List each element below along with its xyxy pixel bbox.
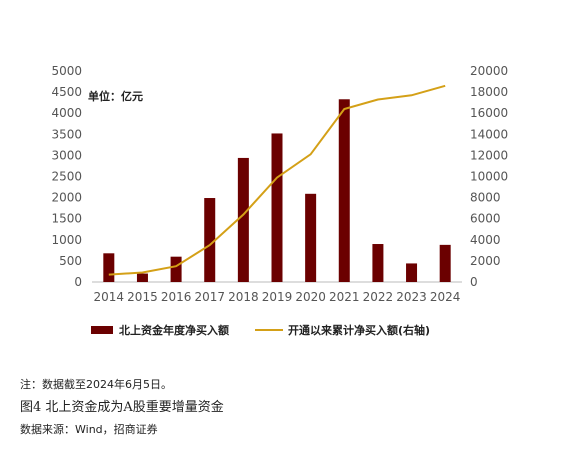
- right-tick-label: 0: [470, 275, 478, 289]
- bar: [170, 256, 182, 282]
- right-tick-label: 20000: [470, 64, 508, 78]
- x-tick-label: 2015: [127, 290, 158, 304]
- x-tick-label: 2021: [329, 290, 360, 304]
- x-tick-label: 2017: [194, 290, 225, 304]
- bar: [136, 273, 148, 282]
- x-tick-label: 2023: [396, 290, 427, 304]
- left-axis-ticks: 0 500 1000 1500 2000 2500 3000 3500 4000 4500 5000: [51, 64, 82, 289]
- legend-bar-label: 北上资金年度净买入额: [119, 323, 229, 337]
- left-tick-label: 1000: [51, 233, 82, 247]
- x-tick-label: 2020: [295, 290, 326, 304]
- left-tick-label: 4000: [51, 106, 82, 120]
- right-axis-ticks: 0 2000 4000 6000 8000 10000 12000 14000 16000 180…: [470, 64, 508, 289]
- x-tick-label: 2022: [363, 290, 394, 304]
- x-tick-label: 2016: [161, 290, 192, 304]
- bar: [305, 193, 317, 282]
- x-tick-label: 2014: [94, 290, 125, 304]
- legend-line-label: 开通以来累计净买入额(右轴): [288, 323, 430, 337]
- left-tick-label: 5000: [51, 64, 82, 78]
- x-tick-label: 2018: [228, 290, 259, 304]
- right-tick-label: 10000: [470, 170, 508, 184]
- left-tick-label: 3000: [51, 148, 82, 162]
- bar: [372, 244, 384, 282]
- right-tick-label: 2000: [470, 254, 501, 268]
- x-tick-label: 2024: [430, 290, 461, 304]
- right-tick-label: 8000: [470, 191, 501, 205]
- right-tick-label: 4000: [470, 233, 501, 247]
- bar: [338, 99, 350, 282]
- bar: [237, 157, 249, 282]
- chart-area: 0 500 1000 1500 2000 2500 3000 3500 4000 4500 5000…: [51, 64, 508, 337]
- bar: [204, 198, 216, 282]
- left-tick-label: 2500: [51, 170, 82, 184]
- unit-label: 单位：亿元: [88, 89, 143, 103]
- figure-caption: 图4 北上资金成为A股重要增量资金: [20, 400, 224, 415]
- x-tick-label: 2019: [262, 290, 293, 304]
- x-axis-ticks: 2014 2015 2016 2017 2018 2019 2020 2021 2022 2023…: [94, 290, 461, 304]
- left-tick-label: 3500: [51, 127, 82, 141]
- left-tick-label: 1500: [51, 212, 82, 226]
- footnote: 注：数据截至2024年6月5日。: [20, 378, 172, 391]
- line-series: [108, 84, 446, 276]
- left-tick-label: 4500: [51, 85, 82, 99]
- left-tick-label: 2000: [51, 191, 82, 205]
- legend-bar-swatch: [91, 326, 113, 334]
- right-tick-label: 16000: [470, 106, 508, 120]
- left-tick-label: 500: [59, 254, 82, 268]
- right-tick-label: 12000: [470, 148, 508, 162]
- bar: [439, 244, 451, 282]
- bar: [406, 263, 418, 282]
- bar: [103, 253, 115, 282]
- left-tick-label: 0: [74, 275, 82, 289]
- legend: 北上资金年度净买入额 开通以来累计净买入额(右轴): [91, 323, 430, 337]
- bar: [271, 133, 283, 282]
- right-tick-label: 14000: [470, 127, 508, 141]
- source-line: 数据来源：Wind，招商证券: [20, 423, 158, 436]
- right-tick-label: 18000: [470, 85, 508, 99]
- bar-series: [103, 99, 451, 282]
- right-tick-label: 6000: [470, 212, 501, 226]
